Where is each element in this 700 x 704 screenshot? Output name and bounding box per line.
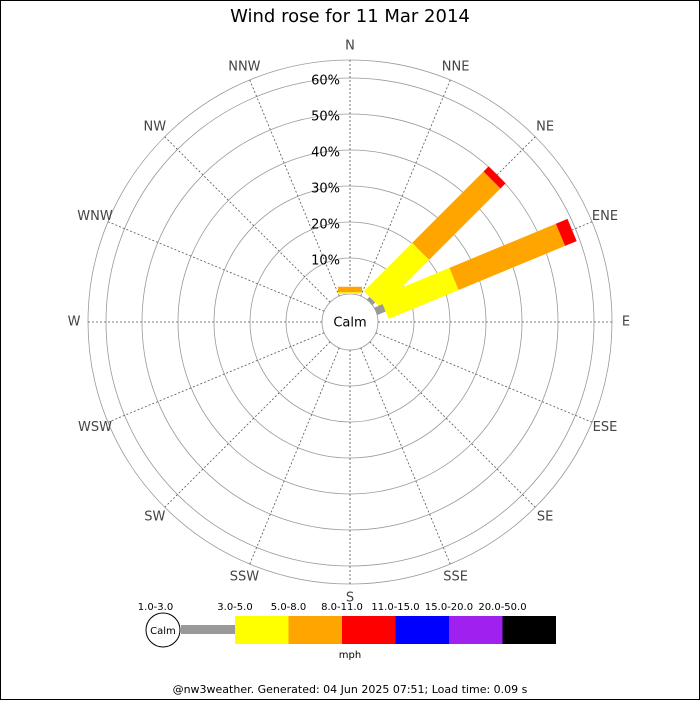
y-tick-label: 60% [311, 74, 340, 89]
y-tick-label: 40% [311, 146, 340, 161]
direction-label: NNE [442, 60, 470, 75]
legend-label: 1.0-3.0 [138, 602, 173, 613]
spoke [360, 79, 451, 297]
bar-segment [555, 218, 577, 246]
spoke [107, 332, 325, 423]
legend-label: 5.0-8.0 [271, 602, 306, 613]
bar-segment [483, 166, 506, 189]
legend-swatch [502, 616, 556, 644]
legend-swatch [288, 616, 342, 644]
bar-segment [374, 304, 386, 315]
direction-label: N [345, 39, 355, 54]
bar-segment [412, 171, 501, 260]
bar-segment [449, 223, 566, 290]
spoke [164, 136, 331, 303]
units-label: mph [339, 650, 361, 661]
bar-segment [366, 296, 376, 306]
legend-swatch [395, 616, 449, 644]
spoke [107, 221, 325, 312]
y-tick-label: 50% [311, 110, 340, 125]
direction-label: SSW [230, 569, 260, 584]
spoke [369, 341, 536, 508]
chart-title: Wind rose for 11 Mar 2014 [230, 6, 470, 27]
legend-swatch [449, 616, 503, 644]
direction-label: NNW [228, 60, 260, 75]
footer: @nw3weather. Generated: 04 Jun 2025 07:5… [173, 683, 528, 696]
spoke [164, 341, 331, 508]
direction-label: SW [144, 510, 165, 525]
legend-label: 8.0-11.0 [321, 602, 363, 613]
direction-label: SE [537, 510, 553, 525]
spoke [375, 332, 593, 423]
y-tick-label: 10% [311, 254, 340, 269]
legend-label: 15.0-20.0 [425, 602, 473, 613]
bar-segment [338, 292, 362, 294]
direction-label: WNW [77, 209, 113, 224]
direction-label: W [68, 315, 81, 330]
direction-label: S [346, 591, 354, 606]
direction-label: NW [144, 119, 167, 134]
bar-segment [338, 286, 362, 293]
direction-label: NE [536, 119, 554, 134]
direction-label: ESE [593, 420, 618, 435]
direction-label: SSE [443, 569, 468, 584]
spoke [249, 79, 340, 297]
direction-label: ENE [592, 209, 618, 224]
legend-calm-label: Calm [150, 626, 176, 637]
legend-label: 20.0-50.0 [478, 602, 526, 613]
legend-swatch [181, 625, 235, 634]
spoke [249, 347, 340, 565]
y-tick-label: 30% [311, 182, 340, 197]
y-tick-label: 20% [311, 218, 340, 233]
legend-swatch [342, 616, 396, 644]
legend-label: 11.0-15.0 [371, 602, 419, 613]
calm-label: Calm [333, 316, 366, 331]
legend-calm [145, 612, 181, 648]
bar-segment [363, 242, 430, 309]
legend-label: 3.0-5.0 [217, 602, 252, 613]
bar-segment [379, 267, 459, 319]
direction-label: WSW [78, 420, 112, 435]
legend-swatch [235, 616, 289, 644]
direction-label: E [622, 315, 630, 330]
spoke [360, 347, 451, 565]
